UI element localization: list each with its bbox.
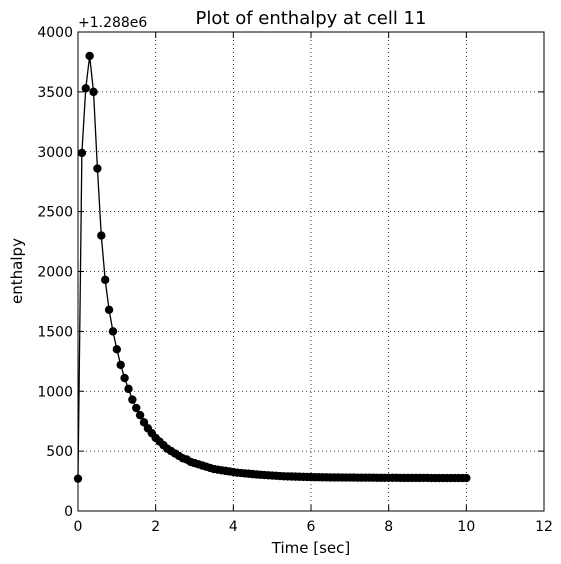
data-point (116, 360, 125, 370)
data-point (100, 275, 110, 285)
data-point (139, 418, 149, 427)
data-point (108, 327, 118, 336)
y-tick-label: 4000 (37, 25, 73, 41)
data-point (112, 345, 122, 354)
x-tick-label: 2 (151, 519, 160, 535)
x-axis-label: Time [sec] (271, 539, 350, 557)
data-point (89, 87, 98, 97)
data-point (81, 84, 90, 93)
series-layer (73, 51, 471, 483)
data-point (93, 164, 102, 173)
axis-ticks: 0 2 4 6 8 10 12 0 500 1000 1500 2000 2500 3000 3500 400… (37, 25, 553, 535)
data-point (120, 373, 129, 383)
data-point (135, 411, 145, 420)
y-tick-label: 0 (64, 504, 73, 520)
x-tick-label: 6 (307, 519, 316, 535)
y-tick-label: 500 (46, 444, 73, 460)
data-point (85, 51, 94, 61)
y-tick-label: 3000 (37, 145, 73, 161)
x-tick-label: 12 (535, 519, 553, 535)
y-tick-label: 1500 (37, 324, 73, 340)
data-point (462, 473, 471, 483)
y-tick-label: 2500 (37, 205, 73, 221)
data-point (124, 384, 133, 394)
data-point (104, 305, 114, 315)
y-offset-label: +1.288e6 (78, 15, 147, 31)
x-tick-label: 10 (457, 519, 475, 535)
grid-lines (78, 32, 544, 511)
y-axis-label: enthalpy (8, 238, 26, 304)
y-tick-label: 1000 (37, 384, 73, 400)
data-point (128, 395, 137, 404)
data-point (77, 148, 87, 158)
data-point (132, 403, 141, 413)
y-tick-label: 3500 (37, 85, 73, 101)
y-tick-label: 2000 (37, 265, 73, 281)
x-tick-label: 0 (74, 519, 83, 535)
x-tick-label: 4 (229, 519, 238, 535)
chart-title: Plot of enthalpy at cell 11 (196, 8, 427, 29)
x-tick-label: 8 (384, 519, 393, 535)
data-point (97, 231, 106, 240)
